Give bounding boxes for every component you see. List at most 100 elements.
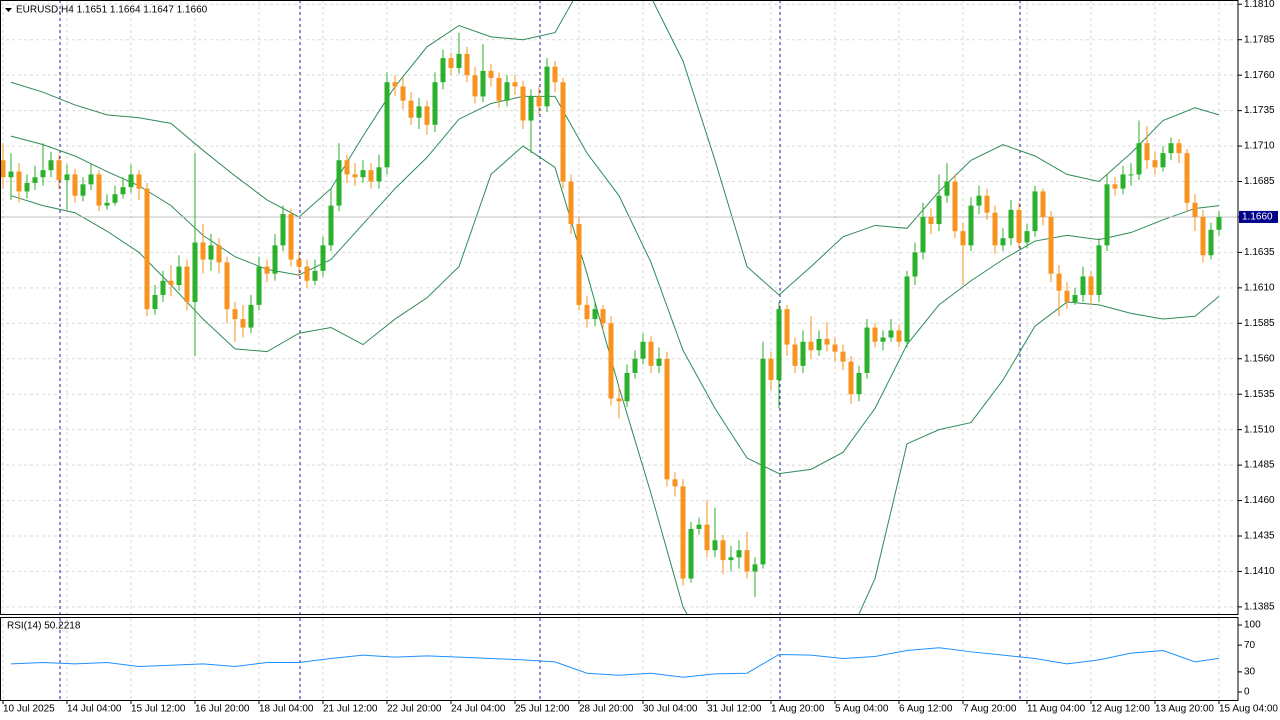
candle-body: [688, 528, 694, 579]
candle-body: [632, 358, 638, 373]
candle-body: [592, 309, 598, 320]
candle-body: [768, 358, 774, 381]
x-tick-label: 13 Aug 20:00: [1155, 704, 1214, 715]
candle-body: [832, 344, 838, 352]
candle-body: [248, 304, 254, 328]
candle-body: [1216, 216, 1222, 230]
candle-body: [32, 177, 38, 183]
candle-body: [336, 160, 342, 206]
x-tick-label: 22 Jul 20:00: [387, 704, 442, 715]
main-plot: [0, 0, 1238, 614]
candle-body: [848, 361, 854, 395]
y-tick-label: 1.1710: [1244, 141, 1275, 152]
x-tick-label: 12 Aug 12:00: [1091, 704, 1150, 715]
y-tick-label: 1.1435: [1244, 531, 1275, 542]
candle-body: [736, 550, 742, 558]
candle-body: [224, 262, 230, 310]
candle-body: [1144, 143, 1150, 161]
candle-body: [672, 479, 678, 487]
candle-body: [800, 341, 806, 366]
candle-body: [1024, 231, 1030, 243]
candle-body: [256, 266, 262, 305]
candle-body: [744, 550, 750, 572]
candle-body: [1192, 202, 1198, 217]
candle-body: [304, 266, 310, 281]
candle-body: [984, 195, 990, 213]
candle-body: [56, 160, 62, 181]
x-tick-label: 25 Jul 12:00: [515, 704, 570, 715]
candle-body: [1072, 294, 1078, 303]
candle-body: [912, 252, 918, 277]
symbol-menu-icon[interactable]: [5, 8, 12, 12]
rsi-line: [10, 647, 1220, 678]
candle-body: [960, 231, 966, 246]
candle-body: [272, 245, 278, 274]
candle-body: [24, 182, 30, 192]
x-tick-label: 18 Jul 04:00: [259, 704, 314, 715]
x-tick-label: 16 Jul 20:00: [195, 704, 250, 715]
candle-body: [504, 82, 510, 101]
grid-layer: [0, 0, 1238, 700]
candle-body: [1080, 276, 1086, 295]
candle-body: [72, 174, 78, 196]
chart-title: EURUSD,H4 1.1651 1.1664 1.1647 1.1660: [16, 5, 208, 16]
candle-body: [1032, 191, 1038, 232]
candle-body: [880, 337, 886, 342]
candle-body: [136, 174, 142, 189]
candle-body: [88, 174, 94, 185]
candle-body: [952, 181, 958, 232]
candle-body: [968, 205, 974, 246]
plot-layer: [0, 0, 1238, 678]
candle-body: [280, 214, 286, 246]
candle-body: [1112, 184, 1118, 189]
candle-body: [176, 266, 182, 286]
candle-body: [320, 245, 326, 271]
candle-body: [856, 372, 862, 395]
x-tick-label: 6 Aug 12:00: [899, 704, 953, 715]
candle-body: [8, 171, 14, 178]
y-tick-label: 1.1685: [1244, 176, 1275, 187]
x-tick-label: 30 Jul 04:00: [643, 704, 698, 715]
candle-body: [944, 181, 950, 196]
candle-body: [840, 351, 846, 362]
candle-body: [568, 181, 574, 225]
candle-body: [920, 216, 926, 253]
candle-body: [376, 167, 382, 182]
candle-body: [704, 524, 710, 551]
candle-body: [472, 75, 478, 97]
candle-body: [904, 276, 910, 342]
y-tick-label: 1.1510: [1244, 424, 1275, 435]
candle-body: [576, 224, 582, 305]
x-tick-label: 21 Jul 12:00: [323, 704, 378, 715]
bollinger-upper: [10, 0, 1220, 296]
candle-body: [216, 245, 222, 263]
y-tick-label: 100: [1244, 620, 1261, 631]
y-tick-label: 1.1785: [1244, 34, 1275, 45]
x-tick-label: 28 Jul 20:00: [579, 704, 634, 715]
candle-body: [520, 86, 526, 121]
y-tick-label: 1.1810: [1244, 0, 1275, 10]
x-tick-label: 5 Aug 04:00: [835, 704, 889, 715]
candle-body: [888, 330, 894, 338]
candle-body: [712, 540, 718, 551]
candle-body: [168, 280, 174, 286]
candle-body: [1040, 191, 1046, 217]
candle-body: [872, 327, 878, 342]
candle-body: [200, 242, 206, 260]
candle-body: [464, 53, 470, 76]
candle-body: [416, 106, 422, 118]
candle-body: [816, 338, 822, 351]
candle-body: [408, 100, 414, 118]
candle-body: [1168, 143, 1174, 154]
candle-body: [1056, 273, 1062, 291]
candle-body: [152, 294, 158, 310]
candle-body: [480, 70, 486, 97]
x-tick-label: 1 Aug 20:00: [771, 704, 825, 715]
candle-body: [48, 160, 54, 171]
bollinger-middle: [10, 95, 1220, 475]
candle-body: [752, 564, 758, 572]
candle-body: [1136, 143, 1142, 175]
candle-body: [1176, 143, 1182, 154]
